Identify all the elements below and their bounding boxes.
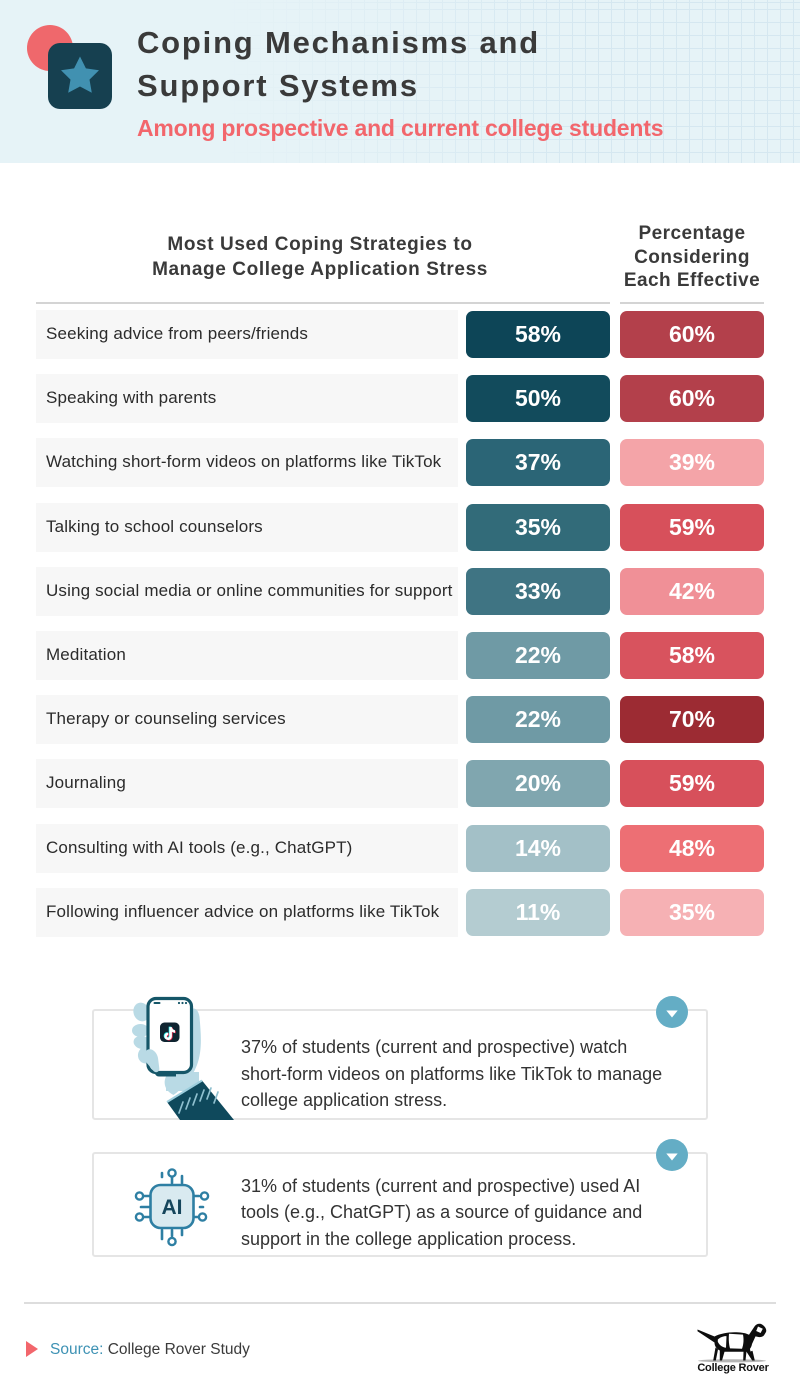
- svg-text:AI: AI: [162, 1196, 183, 1219]
